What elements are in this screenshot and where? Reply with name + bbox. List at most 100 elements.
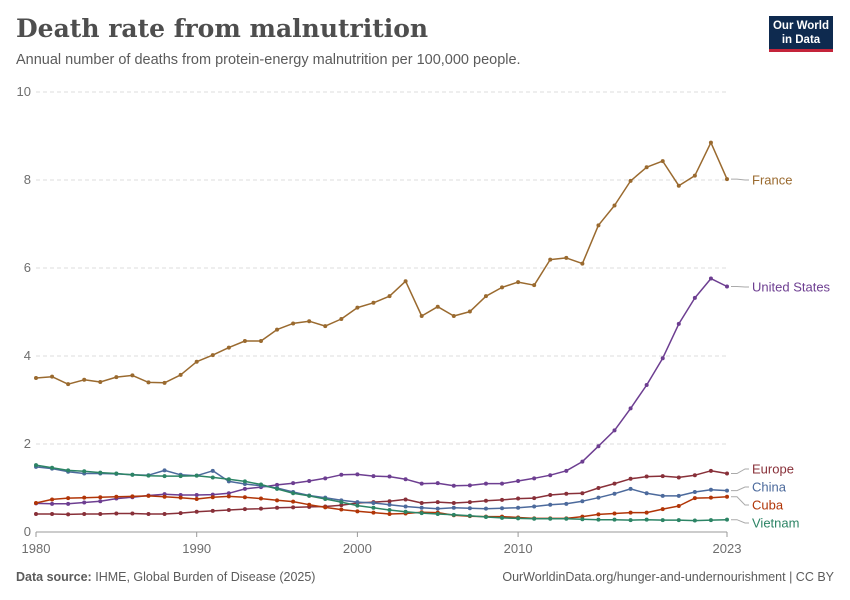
series-end-label: Europe	[752, 462, 794, 477]
data-point	[275, 498, 280, 503]
series-line	[36, 470, 728, 516]
data-point	[725, 177, 729, 182]
x-tick-label: 2000	[343, 541, 372, 556]
source-url[interactable]: OurWorldinData.org/hunger-and-undernouri…	[502, 570, 834, 584]
data-point	[387, 511, 392, 516]
data-point	[564, 491, 569, 496]
owid-logo[interactable]: Our World in Data	[769, 16, 833, 52]
series-end-label: China	[752, 480, 787, 495]
data-point	[323, 497, 328, 501]
data-point	[451, 313, 456, 318]
data-point	[548, 257, 553, 262]
data-point	[355, 509, 360, 514]
data-point	[612, 491, 617, 496]
data-point	[516, 516, 521, 521]
data-point	[210, 508, 215, 513]
data-point	[483, 515, 488, 520]
data-point	[628, 510, 633, 515]
data-point	[323, 324, 328, 329]
data-point	[532, 496, 537, 501]
data-point	[676, 183, 681, 188]
data-point	[34, 511, 38, 516]
data-point	[130, 494, 135, 499]
series-cuba	[34, 493, 729, 521]
data-point	[660, 474, 665, 479]
data-point	[467, 483, 472, 488]
data-point	[596, 512, 601, 517]
data-point	[210, 468, 215, 473]
data-point	[82, 377, 87, 382]
data-point	[548, 493, 553, 498]
y-tick-label: 8	[24, 172, 31, 187]
data-point	[82, 469, 87, 474]
x-tick-label: 2023	[713, 541, 742, 556]
data-point	[98, 499, 103, 504]
data-point	[660, 159, 665, 164]
data-point	[226, 494, 231, 499]
data-point	[339, 472, 344, 477]
data-point	[532, 476, 537, 481]
data-point	[708, 468, 713, 473]
data-point	[580, 499, 585, 504]
data-point	[660, 507, 665, 512]
data-point	[725, 494, 729, 499]
data-point	[612, 517, 617, 522]
data-point	[210, 353, 215, 358]
data-point	[258, 506, 263, 511]
data-point	[242, 339, 247, 344]
data-point	[66, 501, 71, 506]
data-point	[725, 471, 729, 476]
data-point	[708, 140, 713, 145]
data-point	[130, 373, 135, 378]
series-line	[35, 464, 728, 522]
data-point	[130, 511, 135, 516]
y-tick-label: 10	[17, 84, 31, 99]
data-point	[516, 505, 521, 510]
data-point	[676, 518, 681, 523]
chart-title: Death rate from malnutrition	[16, 14, 429, 43]
data-point	[387, 499, 392, 504]
data-point	[548, 502, 553, 507]
label-connector	[731, 486, 749, 492]
data-point	[483, 498, 488, 503]
data-point	[387, 294, 392, 299]
data-point	[82, 495, 87, 500]
label-connector	[731, 496, 749, 506]
data-point	[130, 472, 135, 477]
label-connector	[731, 519, 749, 524]
y-tick-label: 2	[24, 436, 31, 451]
data-source-label: Data source:	[16, 570, 92, 584]
data-point	[355, 503, 360, 508]
series-china	[34, 464, 729, 511]
data-point	[419, 500, 424, 505]
logo-line-2: in Data	[781, 34, 821, 46]
data-point	[483, 294, 488, 299]
data-point	[435, 506, 440, 511]
data-point	[403, 497, 408, 502]
data-point	[323, 505, 328, 510]
data-point	[564, 468, 569, 473]
data-point	[50, 501, 55, 506]
y-tick-label: 0	[24, 524, 31, 539]
data-point	[162, 468, 167, 473]
label-connector	[731, 468, 749, 474]
data-point	[419, 505, 424, 510]
data-point	[708, 487, 713, 492]
data-point	[644, 474, 649, 479]
data-point	[403, 509, 408, 514]
data-point	[242, 507, 247, 512]
data-point	[500, 506, 505, 511]
data-point	[644, 510, 649, 515]
data-point	[548, 473, 553, 478]
data-point	[50, 465, 55, 470]
data-point	[178, 474, 183, 479]
data-point	[500, 497, 505, 502]
data-point	[226, 345, 231, 350]
data-point	[371, 510, 376, 515]
series-end-label: United States	[752, 280, 831, 295]
data-point	[419, 313, 424, 318]
data-point	[146, 511, 151, 516]
data-point	[644, 517, 649, 522]
data-point	[98, 470, 103, 475]
series-end-label: Cuba	[752, 498, 784, 513]
